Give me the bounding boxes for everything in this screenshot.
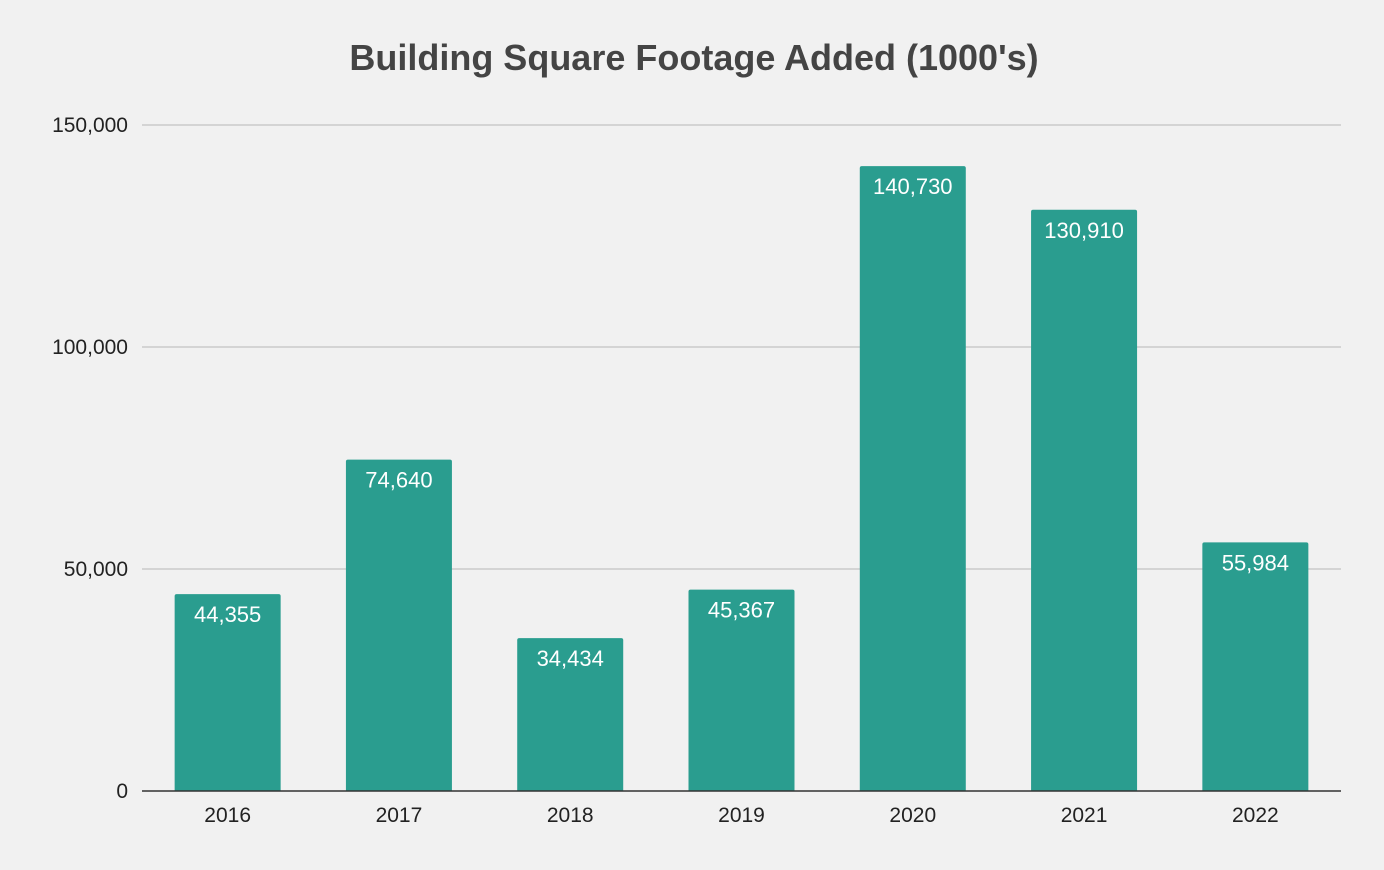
chart-title: Building Square Footage Added (1000's): [349, 37, 1038, 78]
x-tick-label-2020: 2020: [889, 804, 936, 827]
x-tick-label-2021: 2021: [1061, 804, 1108, 827]
y-tick-label: 150,000: [52, 114, 128, 137]
data-label-2017: 74,640: [365, 468, 432, 493]
x-axis-labels: 2016 2017 2018 2019 2020 2021 2022: [204, 804, 1278, 827]
x-tick-label-2019: 2019: [718, 804, 765, 827]
data-label-2019: 45,367: [708, 598, 775, 623]
y-tick-label: 0: [116, 780, 128, 803]
bar-2018: [517, 638, 624, 791]
data-label-2018: 34,434: [537, 646, 604, 671]
bar-2020: [859, 166, 966, 791]
bar-2016: [174, 594, 281, 791]
data-label-2022: 55,984: [1222, 550, 1289, 575]
bar-2017: [345, 459, 452, 791]
data-label-2020: 140,730: [873, 174, 953, 199]
x-tick-label-2018: 2018: [547, 804, 594, 827]
gridlines: [142, 124, 1341, 570]
y-tick-label: 100,000: [52, 336, 128, 359]
x-tick-label-2016: 2016: [204, 804, 251, 827]
data-label-2016: 44,355: [194, 602, 261, 627]
y-tick-label: 50,000: [64, 558, 128, 581]
bar-2022: [1202, 542, 1309, 791]
y-axis-labels: 0 50,000 100,000 150,000: [52, 114, 128, 803]
x-tick-label-2017: 2017: [376, 804, 423, 827]
x-tick-label-2022: 2022: [1232, 804, 1279, 827]
data-label-2021: 130,910: [1044, 218, 1124, 243]
bar-2019: [688, 589, 795, 791]
data-labels: 44,355 74,640 34,434 45,367 140,730 130,910 55…: [194, 174, 1289, 671]
bar-2021: [1031, 209, 1138, 792]
bars: [174, 166, 1309, 792]
